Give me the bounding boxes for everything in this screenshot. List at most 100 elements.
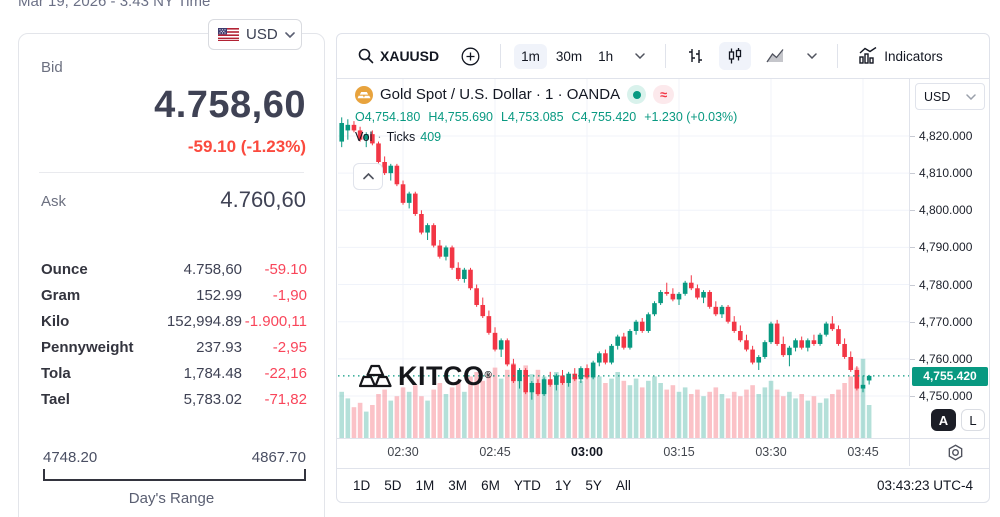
registered-mark: ® (484, 370, 493, 381)
interval-button-1m[interactable]: 1m (514, 43, 547, 69)
range-button-6M[interactable]: 6M (481, 478, 500, 493)
chevron-down-icon (635, 53, 645, 59)
unit-value: 237.93 (196, 339, 242, 356)
range-button-1M[interactable]: 1M (415, 478, 435, 493)
interval-button-30m[interactable]: 30m (555, 48, 583, 64)
kitco-logo: KITCO® (359, 361, 493, 391)
unit-label: Ounce (41, 261, 88, 278)
price-tick (910, 210, 915, 212)
time-tick-label: 03:30 (755, 445, 787, 459)
unit-value: 152,994.89 (166, 313, 242, 330)
log-scale-button[interactable]: L (961, 409, 985, 431)
us-flag-icon (218, 28, 239, 41)
symbol-search-button[interactable]: XAUUSD (351, 43, 446, 69)
toolbar-separator (665, 44, 667, 68)
currency-selector-label: USD (246, 26, 278, 43)
price-tick-label: 4,770.000 (919, 314, 973, 329)
interval-button-1h[interactable]: 1h (598, 48, 614, 64)
volume-readout: Vol · Ticks 409 (355, 130, 442, 144)
bars-style-button[interactable] (679, 42, 711, 70)
unit-label: Tola (41, 365, 71, 382)
chart-clock[interactable]: 03:43:23 UTC-4 (876, 478, 973, 493)
unit-value: 1,784.48 (183, 365, 242, 382)
range-button-3M[interactable]: 3M (448, 478, 468, 493)
range-button-1Y[interactable]: 1Y (554, 478, 572, 493)
ohlc-item: C4,755.420 (571, 110, 637, 124)
style-menu-button[interactable] (800, 48, 824, 64)
tradingview-chart-card: XAUUSD 1m 30m 1h (336, 33, 990, 503)
unit-change: -22,16 (264, 365, 307, 382)
day-range-low: 4748.20 (43, 449, 98, 466)
bid-value: 4.758,60 (154, 84, 306, 126)
unit-row: Kilo 152,994.89 -1.900,11 (19, 310, 324, 336)
area-style-button[interactable] (759, 43, 792, 69)
chart-toolbar: XAUUSD 1m 30m 1h (337, 34, 989, 79)
price-scale-currency-label: USD (924, 89, 951, 104)
search-icon (358, 48, 374, 64)
indicators-label: Indicators (884, 48, 943, 64)
symbol-title[interactable]: Gold Spot / U.S. Dollar · 1 · OANDA (380, 86, 621, 103)
range-button-YTD[interactable]: YTD (513, 478, 541, 493)
candles-style-button[interactable] (719, 42, 752, 70)
price-scale[interactable]: 4,820.000 4,810.000 4,800.000 4,790.000 4,78… (910, 79, 989, 439)
toolbar-separator (500, 44, 502, 68)
candlestick-chart[interactable] (338, 79, 909, 438)
compare-add-button[interactable] (454, 42, 487, 71)
range-button-5Y[interactable]: 5Y (585, 478, 602, 493)
ohlc-item: H4,755.690 (428, 110, 493, 124)
last-price-label: 4,755.420 (912, 366, 988, 386)
price-tick-label: 4,800.000 (919, 203, 973, 218)
ticks-value: 409 (420, 130, 442, 144)
area-chart-icon (766, 48, 785, 64)
price-tick (910, 284, 915, 286)
unit-row: Pennyweight 237.93 -2,95 (19, 336, 324, 362)
chart-settings-gear-icon[interactable] (945, 442, 965, 462)
price-tick (910, 247, 915, 249)
price-tick-label: 4,790.000 (919, 240, 973, 255)
time-tick-label: 02:30 (387, 445, 419, 459)
interval-menu-button[interactable] (628, 48, 652, 64)
price-tick (910, 136, 915, 137)
unit-label: Pennyweight (41, 339, 134, 356)
time-tick-label: 03:15 (663, 445, 695, 459)
ohlc-item: O4,754.180 (355, 110, 421, 124)
ohlc-bars-icon (686, 47, 704, 65)
unit-change: -2,95 (272, 339, 307, 356)
auto-scale-button[interactable]: A (931, 409, 956, 431)
time-tick-label: 03:00 (571, 445, 603, 459)
bid-change: -59.10 (-1.23%) (187, 137, 306, 156)
ask-label: Ask (41, 193, 67, 210)
range-button-5D[interactable]: 5D (384, 478, 402, 493)
price-tick (910, 395, 915, 397)
time-tick-label: 03:45 (847, 445, 879, 459)
price-tick-label: 4,780.000 (919, 277, 973, 292)
chevron-down-icon (807, 53, 817, 59)
ohlc-readout: O4,754.180 H4,755.690 L4,753.085 C4,755.420… (355, 110, 737, 124)
collapse-legend-button[interactable] (353, 163, 383, 190)
price-tick (910, 358, 915, 360)
day-range-high: 4867.70 (251, 449, 306, 466)
chevron-down-icon (284, 31, 295, 38)
market-status-icon[interactable] (627, 85, 647, 104)
unit-label: Gram (41, 287, 81, 304)
range-button-1D[interactable]: 1D (353, 478, 371, 493)
kitco-wordmark: KITCO (398, 361, 485, 391)
price-tick-label: 4,820.000 (919, 129, 973, 143)
unit-row: Ounce 4.758,60 -59.10 (19, 258, 324, 284)
time-scale[interactable]: 02:30 02:45 03:00 03:15 03:30 03:45 (338, 439, 909, 466)
currency-selector[interactable]: USD (208, 19, 302, 50)
unit-row: Gram 152.99 -1,90 (19, 284, 324, 310)
delayed-data-badge[interactable]: ≈ (653, 85, 675, 104)
gold-quote-card: Bid 4.758,60 -59.10 (-1.23%) Ask 4.760,6… (18, 33, 325, 517)
price-tick-label: 4,750.000 (919, 388, 973, 403)
unit-change: -1,90 (272, 287, 307, 304)
unit-price-table: Ounce 4.758,60 -59.10 Gram 152.99 -1,90 Ki… (19, 258, 324, 414)
bar-change: +1.230 (+0.03%) (644, 110, 738, 124)
price-scale-currency-button[interactable]: USD (915, 83, 985, 110)
indicators-button[interactable]: Indicators (851, 42, 950, 70)
ohlc-item: L4,753.085 (500, 110, 564, 124)
ask-value: 4.760,60 (220, 187, 306, 212)
range-button-All[interactable]: All (615, 478, 631, 493)
unit-change: -59.10 (264, 261, 307, 278)
